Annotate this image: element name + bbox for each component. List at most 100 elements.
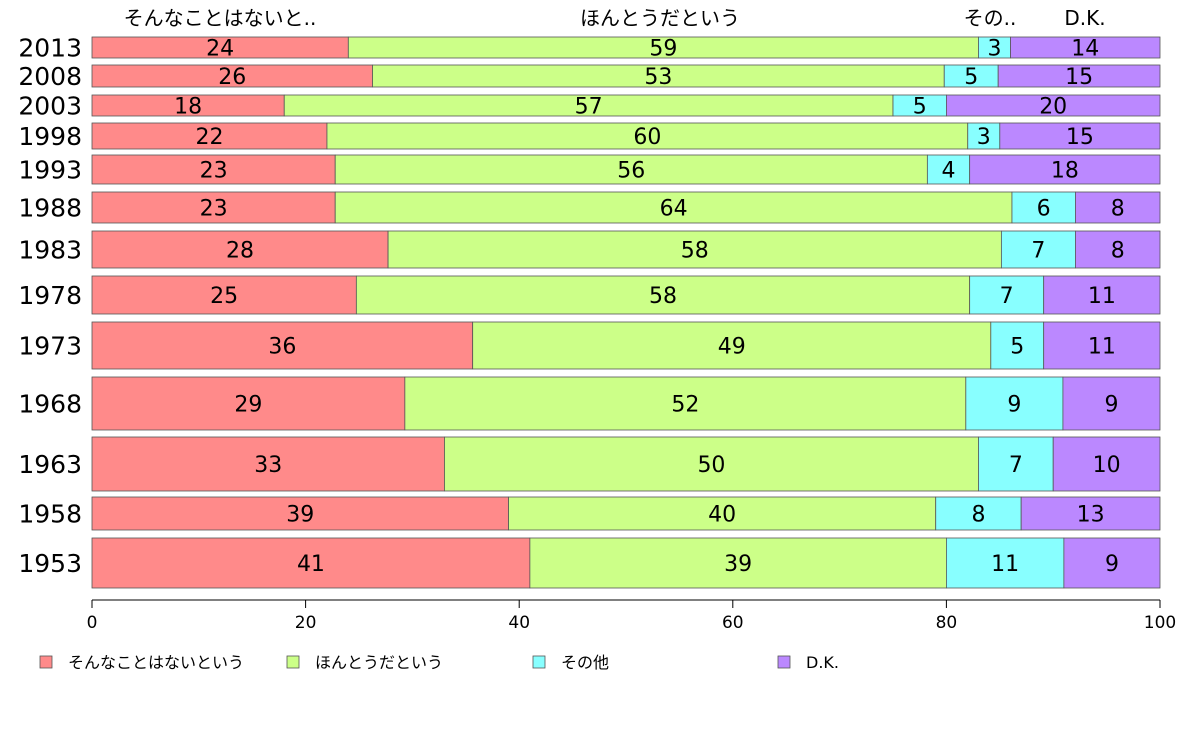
top-series-label: その.. [964,6,1017,30]
data-label: 57 [575,95,603,120]
data-label: 58 [649,284,677,309]
bar-segment-1 [91,275,357,315]
bar-segment-3 [1011,191,1076,224]
legend-swatch [532,655,546,669]
bar-segment-2 [334,191,1013,224]
year-label: 1973 [18,332,82,361]
data-label: 8 [1111,197,1125,222]
data-label: 8 [971,503,985,528]
bar-segment-4 [1063,537,1161,589]
x-axis: 0 20 40 60 80 100 [87,599,1176,633]
data-label: 49 [718,335,746,360]
legend-label: D.K. [806,653,839,672]
data-label: 24 [206,37,234,62]
bar-segment-3 [967,122,1001,150]
bar-segment-2 [529,537,947,589]
year-label: 2008 [18,62,82,91]
data-label: 5 [964,65,978,90]
year-label: 2013 [18,34,82,63]
bar-segment-1 [91,154,336,185]
data-label: 4 [942,159,956,184]
x-tick-label: 80 [936,613,958,633]
data-label: 59 [649,37,677,62]
bar-segment-3 [935,496,1022,531]
bar-segment-3 [969,275,1045,315]
data-label: 33 [254,453,282,478]
year-label: 1993 [18,156,82,185]
bar-segment-3 [926,154,971,185]
data-label: 52 [671,393,699,418]
top-labels-group: そんなことはないと.. ほんとうだという その.. D.K. [124,6,1106,30]
data-label: 53 [644,65,672,90]
data-label: 18 [1051,159,1079,184]
bar-segment-4 [1052,436,1161,492]
bar-segment-2 [508,496,937,531]
year-label: 1968 [18,390,82,419]
x-tick-label: 60 [722,613,744,633]
bar-segment-2 [444,436,979,492]
data-label: 20 [1039,95,1067,120]
bar-segment-4 [946,94,1161,117]
year-label: 1983 [18,236,82,265]
legend-label: その他 [561,653,609,672]
year-label: 1988 [18,194,82,223]
data-label: 9 [1007,393,1021,418]
data-label: 10 [1093,453,1121,478]
bar-segment-3 [1000,230,1076,269]
data-label: 25 [210,284,238,309]
data-label: 18 [174,95,202,120]
bar-segment-2 [472,321,992,370]
data-label: 7 [1000,284,1014,309]
bar-segment-2 [355,275,971,315]
year-label: 1998 [18,122,82,151]
data-label: 11 [991,552,1019,577]
data-label: 8 [1111,239,1125,264]
x-tick-label: 0 [87,613,98,633]
data-label: 58 [681,239,709,264]
bar-segment-2 [326,122,969,150]
data-label: 41 [297,552,325,577]
bar-segment-4 [999,122,1161,150]
data-label: 28 [226,239,254,264]
data-label: 9 [1105,552,1119,577]
year-label: 1978 [18,281,82,310]
legend-swatch [286,655,300,669]
data-label: 13 [1077,503,1105,528]
bar-segment-4 [1075,230,1161,269]
data-label: 5 [1010,335,1024,360]
data-label: 3 [987,37,1001,62]
data-label: 7 [1009,453,1023,478]
year-label: 1953 [18,549,82,578]
top-series-label: D.K. [1064,6,1105,30]
year-label: 1963 [18,450,82,479]
data-label: 23 [200,159,228,184]
bar-segment-4 [1043,275,1161,315]
bar-segment-3 [946,537,1065,589]
bar-segment-3 [965,376,1064,431]
bar-segment-1 [91,230,389,269]
data-label: 50 [697,453,725,478]
legend-label: そんなことはないという [68,653,244,672]
bar-segment-4 [969,154,1161,185]
bar-segment-4 [1062,376,1161,431]
data-label: 60 [633,125,661,150]
bar-segment-2 [334,154,928,185]
data-label: 29 [234,393,262,418]
bar-segment-1 [91,321,474,370]
data-label: 7 [1031,239,1045,264]
year-label: 2003 [18,92,82,121]
bar-segment-4 [1020,496,1161,531]
year-label: 1958 [18,500,82,529]
legend-swatch [39,655,53,669]
bar-segment-1 [91,436,445,492]
bar-segment-4 [1043,321,1161,370]
data-label: 26 [218,65,246,90]
data-label: 39 [724,552,752,577]
data-label: 9 [1104,393,1118,418]
bar-segment-4 [997,64,1161,88]
bar-segment-4 [1075,191,1161,224]
data-label: 36 [268,335,296,360]
data-label: 22 [195,125,223,150]
